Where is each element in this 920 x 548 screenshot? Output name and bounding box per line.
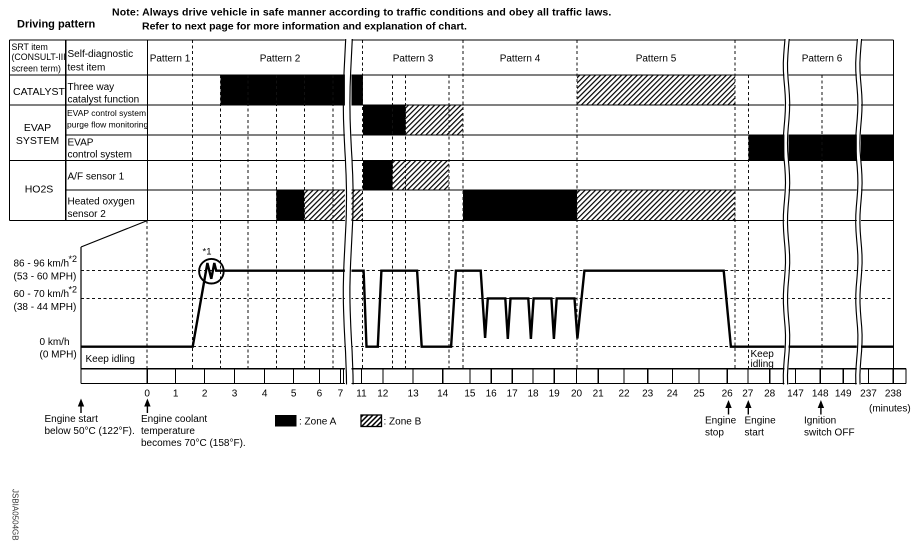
svg-text:6: 6 [317, 389, 323, 400]
svg-text:(CONSULT-III: (CONSULT-III [12, 52, 66, 62]
svg-text:28: 28 [764, 389, 776, 400]
svg-text:4: 4 [262, 389, 268, 400]
svg-text:screen term): screen term) [12, 64, 61, 74]
svg-text:Engine: Engine [745, 416, 777, 427]
svg-text:0: 0 [144, 389, 150, 400]
svg-text:test item: test item [68, 63, 106, 74]
svg-text:: Zone A: : Zone A [299, 417, 337, 428]
svg-text:CATALYST: CATALYST [13, 86, 66, 98]
svg-text:Keep: Keep [751, 349, 775, 360]
svg-text:temperature: temperature [141, 426, 195, 437]
svg-text:7: 7 [338, 389, 344, 400]
svg-text:Pattern 4: Pattern 4 [500, 54, 541, 65]
svg-text:switch OFF: switch OFF [804, 428, 855, 439]
svg-text:start: start [745, 428, 765, 439]
svg-text:: Zone B: : Zone B [384, 417, 422, 428]
svg-text:147: 147 [787, 389, 804, 400]
svg-text:18: 18 [527, 389, 539, 400]
svg-text:23: 23 [642, 389, 654, 400]
svg-text:(0 MPH): (0 MPH) [40, 350, 77, 361]
svg-text:*2: *2 [69, 285, 78, 295]
svg-text:17: 17 [507, 389, 519, 400]
svg-text:19: 19 [549, 389, 561, 400]
svg-text:1: 1 [173, 389, 179, 400]
svg-text:Ignition: Ignition [804, 416, 836, 427]
svg-text:Pattern 6: Pattern 6 [802, 54, 843, 65]
svg-text:HO2S: HO2S [25, 184, 54, 196]
svg-text:Pattern 3: Pattern 3 [393, 54, 434, 65]
svg-text:2: 2 [202, 389, 208, 400]
svg-text:11: 11 [356, 389, 367, 400]
svg-text:EVAP control system: EVAP control system [67, 108, 146, 118]
svg-text:SYSTEM: SYSTEM [16, 135, 59, 147]
svg-text:22: 22 [618, 389, 630, 400]
svg-text:25: 25 [694, 389, 706, 400]
svg-text:12: 12 [377, 389, 389, 400]
svg-text:5: 5 [291, 389, 297, 400]
svg-text:becomes 70°C (158°F).: becomes 70°C (158°F). [141, 438, 246, 449]
svg-text:27: 27 [742, 389, 754, 400]
svg-text:13: 13 [408, 389, 420, 400]
svg-text:Engine start: Engine start [45, 414, 99, 425]
svg-text:Heated oxygen: Heated oxygen [68, 197, 135, 208]
svg-text:EVAP: EVAP [24, 122, 51, 134]
svg-text:Pattern 5: Pattern 5 [636, 54, 677, 65]
svg-text:86 - 96 km/h: 86 - 96 km/h [14, 259, 70, 270]
svg-text:stop: stop [705, 428, 724, 439]
svg-text:Pattern 1: Pattern 1 [150, 54, 191, 65]
svg-text:14: 14 [437, 389, 449, 400]
svg-text:Three way: Three way [68, 82, 115, 93]
svg-text:below 50°C (122°F).: below 50°C (122°F). [45, 426, 135, 437]
svg-text:26: 26 [722, 389, 734, 400]
svg-text:237: 237 [860, 389, 877, 400]
svg-text:60 - 70 km/h: 60 - 70 km/h [14, 289, 70, 300]
svg-text:15: 15 [464, 389, 476, 400]
svg-text:3: 3 [232, 389, 238, 400]
svg-text:0 km/h: 0 km/h [40, 337, 70, 348]
svg-text:SRT item: SRT item [12, 42, 48, 52]
svg-text:149: 149 [835, 389, 852, 400]
svg-text:sensor 2: sensor 2 [68, 209, 107, 220]
svg-text:idling: idling [751, 359, 774, 370]
svg-text:Engine: Engine [705, 416, 737, 427]
svg-text:148: 148 [812, 389, 829, 400]
svg-text:Pattern 2: Pattern 2 [260, 54, 301, 65]
svg-text:purge flow monitoring: purge flow monitoring [67, 120, 149, 130]
svg-text:catalyst function: catalyst function [68, 95, 140, 106]
svg-text:20: 20 [571, 389, 583, 400]
svg-text:control system: control system [68, 150, 132, 161]
svg-text:*1: *1 [203, 247, 212, 258]
svg-text:(minutes): (minutes) [869, 404, 911, 415]
svg-text:Note: Always drive vehicle in: Note: Always drive vehicle in safe manne… [112, 7, 611, 19]
svg-text:24: 24 [667, 389, 679, 400]
svg-text:238: 238 [885, 389, 902, 400]
svg-text:Engine coolant: Engine coolant [141, 414, 207, 425]
svg-text:Driving pattern: Driving pattern [17, 19, 96, 31]
svg-text:16: 16 [486, 389, 498, 400]
svg-text:A/F sensor 1: A/F sensor 1 [68, 172, 125, 183]
svg-text:EVAP: EVAP [68, 138, 94, 149]
svg-text:(53 - 60 MPH): (53 - 60 MPH) [14, 272, 77, 283]
svg-text:*2: *2 [69, 254, 78, 264]
svg-text:(38 - 44 MPH): (38 - 44 MPH) [14, 302, 77, 313]
svg-text:Keep idling: Keep idling [86, 354, 135, 365]
svg-text:21: 21 [593, 389, 605, 400]
svg-text:Self-diagnostic: Self-diagnostic [68, 49, 134, 60]
svg-text:Refer to next page for more in: Refer to next page for more information … [142, 21, 467, 33]
svg-text:JSBIA0504GB: JSBIA0504GB [11, 489, 20, 541]
